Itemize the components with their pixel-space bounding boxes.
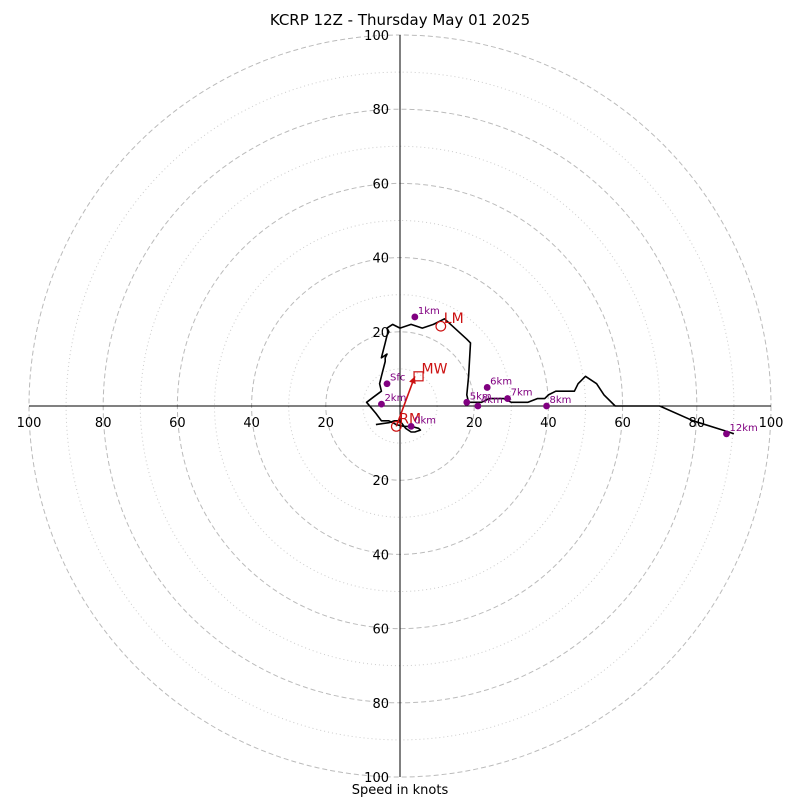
x-tick-pos-100: 100 [759,416,784,431]
height-label-0km: 0km [414,415,436,426]
x-tick-neg-20: 20 [318,416,335,431]
y-tick-neg-100: 100 [364,771,389,786]
lm-label: LM [444,311,464,327]
y-tick-pos-60: 60 [372,177,389,192]
height-label-5km: 5km [470,391,492,402]
height-label-7km: 7km [511,388,533,399]
y-tick-neg-20: 20 [372,474,389,489]
shear-arrow-shaft [395,376,416,427]
height-marker-8km [543,402,550,410]
y-tick-neg-60: 60 [372,623,389,638]
height-label-sfc: Sfc [390,373,405,384]
height-marker-5km [463,398,471,406]
height-label-1km: 1km [418,306,440,317]
x-tick-neg-60: 60 [169,416,186,431]
x-tick-neg-100: 100 [17,416,42,431]
mw-marker [413,371,424,382]
x-tick-neg-80: 80 [95,416,112,431]
x-tick-pos-20: 20 [466,416,483,431]
storm-motion-markers: LM MW RM [390,311,464,432]
height-label-6km: 6km [490,376,512,387]
height-label-12km: 12km [729,423,757,434]
height-marker-0km [407,423,415,430]
hodograph-trace [365,317,735,435]
chart-title: KCRP 12Z - Thursday May 01 2025 [269,11,531,29]
y-tick-pos-40: 40 [372,252,389,267]
y-tick-pos-80: 80 [372,103,389,118]
rm-label: RM [399,411,421,427]
lm-marker [435,320,447,332]
hodograph-line [365,317,735,435]
y-tick-pos-20: 20 [372,326,389,341]
x-tick-pos-60: 60 [614,416,631,431]
y-tick-pos-100: 100 [364,29,389,44]
height-marker-4km [474,402,482,410]
height-marker-sfc [383,380,391,388]
x-tick-neg-40: 40 [243,416,260,431]
height-marker-6km [483,384,491,391]
height-marker-7km [504,395,511,402]
x-axis-label: Speed in knots [351,783,449,798]
height-label-2km: 2km [384,393,406,404]
height-label-4km: 4km [481,395,503,406]
height-marker-2km [378,400,385,408]
mw-label: MW [422,361,448,377]
y-tick-neg-80: 80 [372,697,389,712]
x-tick-pos-40: 40 [540,416,557,431]
y-tick-neg-40: 40 [372,548,389,563]
height-label-8km: 8km [550,395,572,406]
rm-marker [390,421,402,432]
height-marker-1km [411,313,419,321]
height-marker-12km [723,430,730,438]
